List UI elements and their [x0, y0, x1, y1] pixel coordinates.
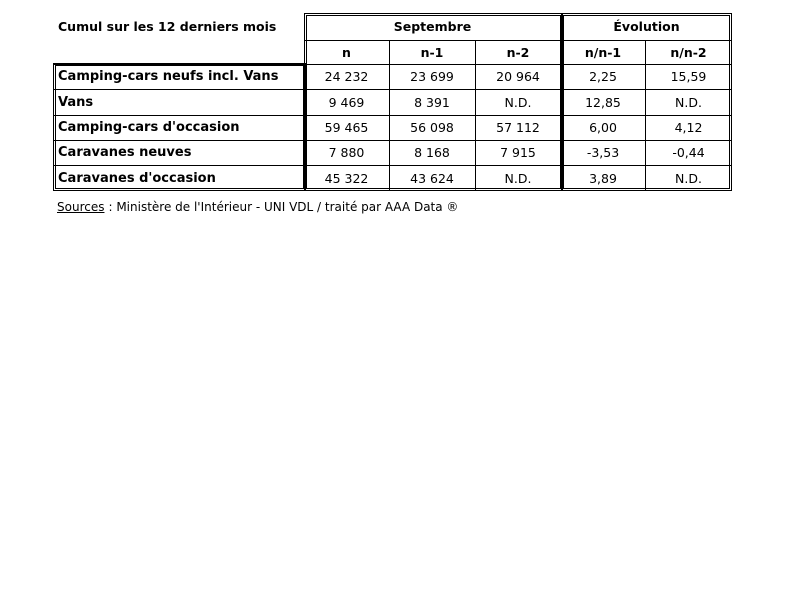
table-cell: 2,25 — [589, 69, 617, 84]
table-cell: 57 112 — [496, 120, 540, 135]
table-cell: 3,89 — [589, 170, 617, 186]
table-cell: 8 168 — [414, 145, 450, 160]
table-cell: 8 391 — [414, 94, 450, 110]
row-line — [53, 89, 732, 90]
column-header: n/n-1 — [584, 44, 622, 60]
table-cell: 6,00 — [589, 120, 617, 135]
row-label: Caravanes d'occasion — [58, 170, 216, 186]
table-cell: 7 915 — [500, 145, 536, 160]
table-cell: 23 699 — [410, 69, 454, 84]
column-line — [475, 40, 476, 191]
table-cell: -0,44 — [672, 145, 705, 160]
group-header: Évolution — [613, 19, 680, 34]
column-line — [389, 40, 390, 191]
table-cell: 15,59 — [670, 69, 707, 84]
row-label: Camping-cars d'occasion — [58, 120, 240, 135]
table-cell: 24 232 — [324, 69, 369, 84]
table-cell: 45 322 — [324, 170, 369, 186]
group-header: Septembre — [393, 19, 472, 34]
column-header: n/n-2 — [670, 44, 707, 60]
row-line — [304, 40, 732, 41]
table-cell: 43 624 — [410, 170, 454, 186]
footer: Sources: Ministère de l'Intérieur - UNI … — [57, 200, 458, 214]
table-cell: 7 880 — [328, 145, 365, 160]
table-cell: 59 465 — [324, 120, 369, 135]
table-cell: -3,53 — [586, 145, 620, 160]
table-cell: N.D. — [675, 170, 702, 186]
row-label: Caravanes neuves — [58, 145, 192, 160]
column-header: n-2 — [506, 44, 530, 60]
table-cell: 20 964 — [496, 69, 540, 84]
row-label: Vans — [58, 94, 94, 110]
table-cell: 4,12 — [674, 120, 703, 135]
table-cell: N.D. — [504, 170, 532, 186]
source-label: Sources — [57, 200, 105, 214]
table-cell: 9 469 — [328, 94, 365, 110]
column-header: n-1 — [420, 44, 444, 60]
column-line — [645, 40, 646, 191]
row-line — [53, 115, 732, 116]
corner-label: Cumul sur les 12 derniers mois — [58, 19, 277, 34]
row-label: Camping-cars neufs incl. Vans — [58, 69, 279, 84]
row-line — [53, 165, 732, 166]
table-cell: N.D. — [504, 94, 532, 110]
table-cell: 56 098 — [410, 120, 454, 135]
table-cell: N.D. — [675, 94, 702, 110]
table-cell: 12,85 — [585, 94, 621, 110]
row-line — [53, 140, 732, 141]
row-line — [53, 64, 732, 65]
column-header: n — [342, 44, 351, 60]
source-text: : Ministère de l'Intérieur - UNI VDL / t… — [108, 200, 459, 214]
